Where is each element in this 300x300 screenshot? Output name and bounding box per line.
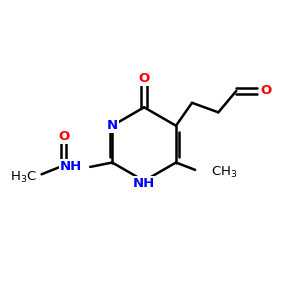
Text: CH$_3$: CH$_3$ — [211, 165, 238, 180]
Text: O: O — [139, 72, 150, 85]
Text: NH: NH — [133, 177, 155, 190]
Text: N: N — [107, 119, 118, 132]
Text: H$_3$C: H$_3$C — [10, 170, 37, 185]
Text: O: O — [58, 130, 69, 143]
Text: NH: NH — [60, 160, 82, 173]
Text: O: O — [260, 84, 272, 98]
